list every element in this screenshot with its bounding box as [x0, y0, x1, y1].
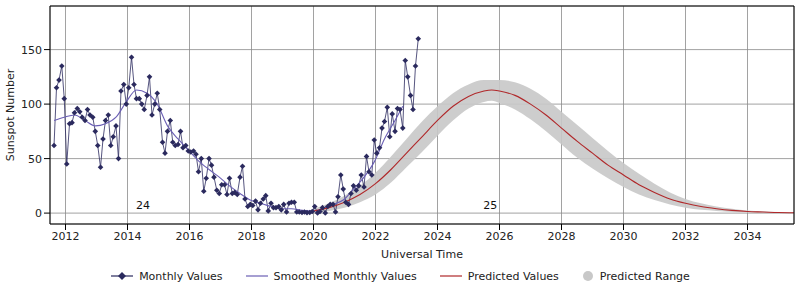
- svg-text:2018: 2018: [238, 230, 266, 243]
- svg-text:2028: 2028: [548, 230, 576, 243]
- svg-text:Sunspot Number: Sunspot Number: [4, 68, 17, 161]
- svg-text:2014: 2014: [114, 230, 142, 243]
- svg-text:24: 24: [136, 199, 150, 212]
- svg-text:2032: 2032: [672, 230, 700, 243]
- html-text:Predicted Range: Predicted Range: [599, 269, 690, 283]
- svg-text:2024: 2024: [424, 230, 452, 243]
- svg-text:0: 0: [35, 207, 42, 220]
- svg-text:Universal Time: Universal Time: [381, 248, 463, 261]
- html-text:Smoothed Monthly Values: Smoothed Monthly Values: [273, 269, 417, 283]
- svg-text:2034: 2034: [734, 230, 762, 243]
- svg-text:150: 150: [21, 44, 42, 57]
- html-text:Predicted Values: Predicted Values: [467, 269, 559, 283]
- html-text:Monthly Values: Monthly Values: [139, 269, 223, 283]
- svg-text:2012: 2012: [52, 230, 80, 243]
- svg-text:2026: 2026: [486, 230, 514, 243]
- svg-text:2022: 2022: [362, 230, 390, 243]
- svg-text:100: 100: [21, 98, 42, 111]
- svg-text:2016: 2016: [176, 230, 204, 243]
- svg-text:25: 25: [483, 199, 497, 212]
- svg-text:50: 50: [28, 153, 42, 166]
- svg-text:2030: 2030: [610, 230, 638, 243]
- svg-text:2020: 2020: [300, 230, 328, 243]
